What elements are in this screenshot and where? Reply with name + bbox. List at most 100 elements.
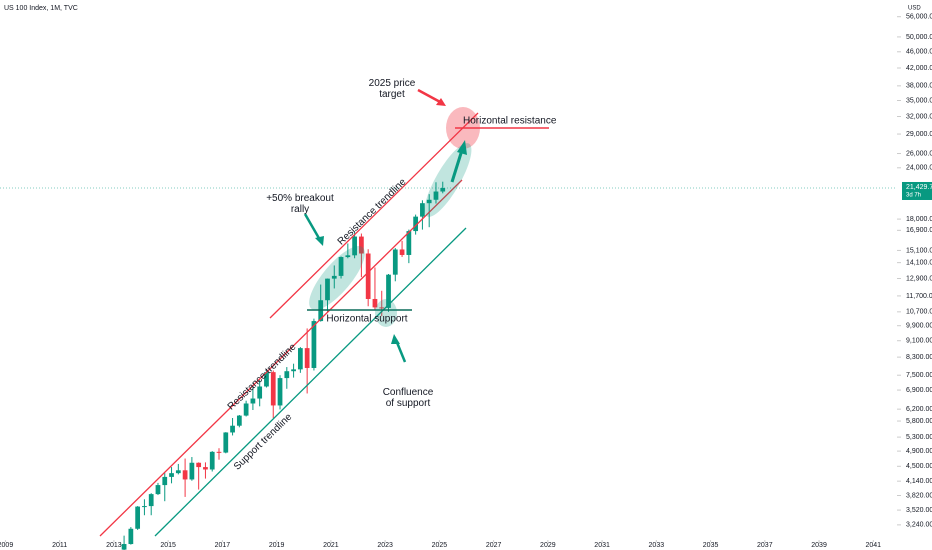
candle-body: [413, 216, 419, 232]
y-tick-label: 15,100.00: [906, 247, 932, 254]
candle-body: [297, 348, 303, 370]
candle-body: [155, 485, 161, 495]
candle-body: [345, 255, 351, 258]
candle-body: [325, 278, 330, 301]
y-tick-label: 14,100.00: [906, 259, 932, 266]
x-tick-label: 2009: [0, 542, 13, 549]
y-tick-label: 32,000.00: [906, 113, 932, 120]
y-tick-label: 7,500.00: [906, 372, 932, 379]
y-tick-label: 12,900.00: [906, 275, 932, 282]
x-tick-label: 2041: [866, 542, 882, 549]
candle-body: [203, 467, 208, 470]
arrow-head: [315, 236, 324, 246]
y-tick-label: 46,000.00: [906, 49, 932, 56]
annotation: 2025 price target: [369, 78, 416, 100]
x-tick-label: 2023: [377, 542, 393, 549]
arrow: [303, 213, 322, 241]
arrow-head: [457, 140, 467, 155]
y-tick-label: 42,000.00: [906, 65, 932, 72]
candle-body: [365, 253, 371, 299]
candle-body: [399, 249, 405, 255]
confluence-ellipse: [375, 299, 397, 327]
y-tick-label: 18,000.00: [906, 216, 932, 223]
last-price-label: 21,429.79: [906, 184, 932, 191]
y-tick-label: 9,100.00: [906, 338, 932, 345]
candle-body: [257, 386, 263, 399]
candle-body: [284, 371, 290, 379]
support-trendline: [154, 227, 467, 537]
plot: [121, 181, 446, 550]
annotation: Confluence of support: [383, 387, 434, 409]
y-tick-label: 56,000.00: [906, 14, 932, 21]
arrow: [450, 149, 464, 183]
y-tick-label: 24,000.00: [906, 165, 932, 172]
y-tick-label: 3,520.00: [906, 507, 932, 514]
candle-body: [148, 494, 154, 507]
candle-body: [135, 506, 141, 529]
x-tick-label: 2039: [811, 542, 827, 549]
candle-body: [331, 275, 337, 279]
candle-body: [291, 369, 296, 372]
resistance-trendline: [99, 179, 463, 537]
candle-body: [189, 462, 195, 480]
candle-body: [352, 236, 357, 256]
x-tick-label: 2025: [432, 542, 448, 549]
x-tick-label: 2019: [269, 542, 285, 549]
y-tick-label: 26,000.00: [906, 150, 932, 157]
y-tick-label: 11,700.00: [906, 293, 932, 300]
target-circle: [446, 107, 480, 149]
x-tick-label: 2037: [757, 542, 773, 549]
candle-body: [386, 274, 391, 308]
candle-body: [236, 415, 242, 426]
y-tick-label: 8,300.00: [906, 354, 932, 361]
x-tick-label: 2021: [323, 542, 339, 549]
y-tick-label: 5,300.00: [906, 434, 932, 441]
y-tick-label: 3,820.00: [906, 492, 932, 499]
candle-body: [420, 203, 425, 217]
candle-body: [142, 506, 147, 508]
candle-body: [359, 236, 364, 254]
candle-body: [223, 432, 229, 453]
annotation: Horizontal resistance: [463, 116, 557, 127]
annotation: Horizontal support: [326, 314, 407, 325]
x-tick-label: 2033: [649, 542, 665, 549]
y-tick-label: 4,140.00: [906, 478, 932, 485]
candle-body: [372, 298, 378, 308]
x-tick-label: 2017: [215, 542, 231, 549]
y-tick-label: 9,900.00: [906, 323, 932, 330]
candle-body: [277, 378, 283, 406]
y-tick-label: 6,200.00: [906, 406, 932, 413]
candle-body: [121, 544, 127, 550]
annotation: +50% breakout rally: [266, 193, 334, 215]
candle-body: [433, 191, 439, 200]
x-tick-label: 2029: [540, 542, 556, 549]
y-tick-label: 50,000.00: [906, 34, 932, 41]
x-tick-label: 2031: [594, 542, 610, 549]
candle-body: [169, 473, 174, 477]
candle-body: [250, 398, 256, 404]
currency: USD: [908, 6, 921, 12]
candle-body: [182, 470, 188, 480]
candle-body: [311, 321, 317, 368]
y-tick-label: 6,900.00: [906, 387, 932, 394]
x-tick-label: 2013: [106, 542, 122, 549]
x-tick-label: 2027: [486, 542, 502, 549]
candle-body: [304, 348, 310, 368]
arrow-head: [436, 98, 446, 106]
candle-body: [128, 528, 134, 545]
candle-body: [264, 372, 269, 387]
x-tick-label: 2015: [160, 542, 176, 549]
candle-body: [426, 199, 432, 204]
x-tick-label: 2011: [52, 542, 67, 549]
arrow: [417, 88, 443, 105]
arrow-head: [391, 334, 400, 344]
x-tick-label: 2035: [703, 542, 719, 549]
rally-ellipse: [309, 246, 365, 310]
y-tick-label: 16,900.00: [906, 227, 932, 234]
countdown: 3d 7h: [906, 193, 921, 199]
candle-body: [338, 257, 344, 276]
y-tick-label: 5,800.00: [906, 418, 932, 425]
y-tick-label: 3,240.00: [906, 522, 932, 529]
